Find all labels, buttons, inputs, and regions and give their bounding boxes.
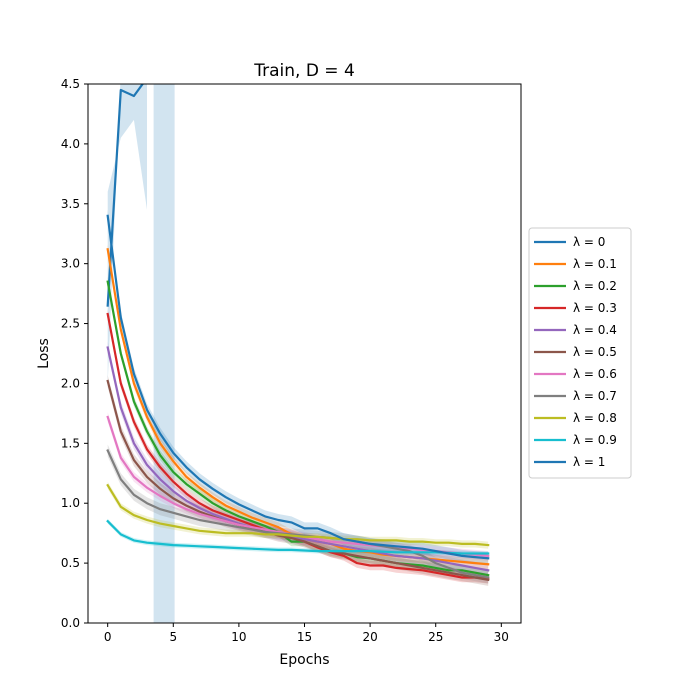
y-tick-label: 0.0 [61,616,80,630]
series-line-4 [106,346,490,572]
series-lines [106,84,490,582]
y-tick-label: 1.0 [61,496,80,510]
y-tick-label: 3.0 [61,257,80,271]
series-line-7 [106,449,490,579]
x-tick-label: 10 [231,630,246,644]
confidence-bands [107,84,489,623]
series-line-8 [106,483,490,547]
x-tick-label: 0 [104,630,112,644]
y-axis: 0.0 0.5 1.0 1.5 2.0 2.5 3.0 3.5 4.0 4.5 [61,77,88,630]
legend-label: λ = 0.4 [573,323,617,337]
legend-label: λ = 0.2 [573,279,617,293]
legend-label: λ = 0 [573,235,605,249]
y-axis-label: Loss [36,338,52,369]
legend-label: λ = 0.6 [573,367,617,381]
x-tick-label: 20 [362,630,377,644]
y-tick-label: 1.5 [61,436,80,450]
legend-box [528,227,632,479]
legend-label: λ = 0.9 [573,433,617,447]
series-line-10 [106,214,490,560]
y-tick-label: 4.0 [61,137,80,151]
y-tick-label: 3.5 [61,197,80,211]
x-tick-label: 25 [428,630,443,644]
y-tick-label: 2.0 [61,376,80,390]
series-line-2 [106,280,490,577]
chart-title: Train, D = 4 [253,61,355,81]
series-line-5 [106,379,490,582]
series-5-band [107,375,489,586]
x-axis-label: Epochs [279,652,329,668]
legend-label: λ = 0.3 [573,301,617,315]
y-tick-label: 4.5 [61,77,80,91]
legend-label: λ = 0.5 [573,345,617,359]
legend-label: λ = 1 [573,455,605,469]
x-tick-label: 15 [297,630,312,644]
legend-label: λ = 0.8 [573,411,617,425]
series-line-9 [106,519,490,555]
series-1-band [107,244,489,570]
y-tick-label: 0.5 [61,556,80,570]
series-6-band [107,412,489,561]
x-tick-label: 5 [169,630,177,644]
legend: λ = 0 λ = 0.1 λ = 0.2 λ = 0.3 λ = 0.4 λ = 0.5… [528,227,632,479]
x-axis: 0 5 10 15 20 25 30 [104,623,509,644]
legend-label: λ = 0.7 [573,389,617,403]
series-0-band [107,84,147,384]
x-tick-label: 30 [494,630,509,644]
legend-label: λ = 0.1 [573,257,617,271]
y-tick-label: 2.5 [61,317,80,331]
